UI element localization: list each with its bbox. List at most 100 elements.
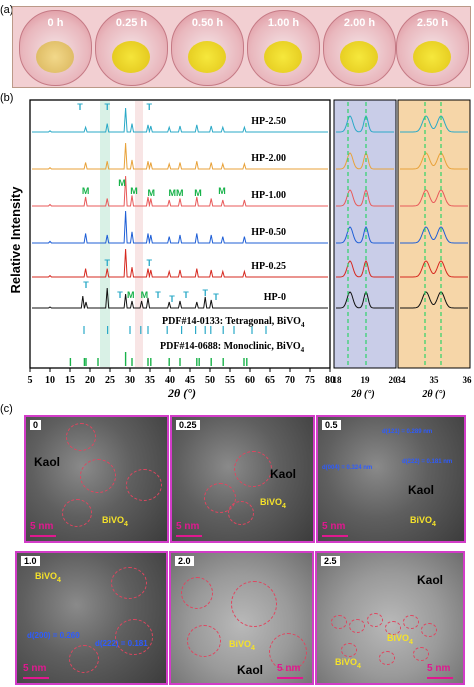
dish-label: 0.50 h	[191, 17, 224, 29]
particle-ring	[66, 423, 96, 451]
zoom-trace-HP-0	[336, 291, 394, 309]
tem-tile-1.0: 1.0 BiVO4 d(200) = 0.260 d(222) = 0.181 …	[15, 551, 168, 685]
x-tick-label: 55	[225, 375, 235, 386]
particle-ring	[126, 469, 162, 501]
lattice-spacing: d(222) = 0.181 nm	[402, 459, 453, 465]
phase-marker: M	[147, 188, 155, 198]
kaol-label: Kaol	[237, 663, 264, 677]
zoom-tick-label: 36	[463, 375, 473, 385]
scale-label: 5 nm	[427, 663, 451, 674]
powder-sample	[340, 41, 378, 73]
phase-marker: T	[104, 102, 110, 112]
dish-label: 0 h	[47, 17, 64, 29]
zoom-panel-2	[397, 99, 471, 369]
zoom1-ticks: 18 19 20	[333, 375, 399, 385]
x-tick-label: 70	[285, 375, 295, 386]
tile-tag: 0	[30, 420, 42, 430]
dish-label: 2.00 h	[343, 17, 376, 29]
particle-ring	[349, 619, 365, 633]
x-tick-label: 15	[65, 375, 75, 386]
bivo4-label: BiVO4	[102, 515, 128, 528]
dish-label: 2.50 h	[416, 17, 449, 29]
bivo4-label: BiVO4	[35, 571, 61, 584]
phase-marker: T	[202, 288, 208, 298]
dish-0.25h: 0.25 h	[95, 10, 168, 86]
zoom-trace-HP-1.00	[400, 189, 468, 207]
x-axis-label-zoom1: 2θ (°)	[350, 389, 374, 400]
x-tick-label: 50	[205, 375, 215, 386]
zoom-tick-label: 20	[389, 375, 399, 385]
phase-marker: T	[117, 290, 123, 300]
particle-ring	[111, 567, 147, 599]
series-label: HP-1.00	[251, 190, 286, 201]
bivo4-label: BiVO4	[229, 639, 255, 652]
lattice-spacing: d(004) = 0.324 nm	[322, 465, 373, 471]
x-tick-label: 10	[45, 375, 55, 386]
photo-strip: 0 h 0.25 h 0.50 h 1.00 h 2.00 h 2.50 h	[12, 6, 471, 88]
series-label: HP-0.50	[251, 227, 286, 238]
particle-ring	[379, 651, 395, 665]
zoom-tick-label: 19	[361, 375, 371, 385]
phase-marker: M	[130, 186, 138, 196]
scale-label: 5 nm	[322, 521, 346, 532]
phase-marker: M	[194, 188, 202, 198]
scale-label: 5 nm	[30, 521, 54, 532]
zoom2-ticks: 34 35 36	[397, 375, 473, 385]
phase-marker: T	[183, 290, 189, 300]
dish-0h: 0 h	[19, 10, 92, 86]
xrd-trace-HP-1.00	[32, 175, 328, 207]
reference-tetragonal-label: PDF#14-0133: Tetragonal, BiVO4	[162, 316, 305, 329]
tile-tag: 0.5	[322, 420, 341, 430]
zoom-trace-HP-1.00	[336, 189, 394, 207]
highlight-band-green	[100, 101, 110, 367]
tem-tile-2.5: 2.5 Kaol BiVO4 BiVO4 5 nm	[315, 551, 465, 685]
x-tick-label: 30	[125, 375, 135, 386]
tem-tile-0: 0 Kaol BiVO4 5 nm	[24, 415, 169, 543]
dish-0.50h: 0.50 h	[171, 10, 244, 86]
x-tick-label: 65	[265, 375, 275, 386]
scale-label: 5 nm	[277, 663, 301, 674]
zoom-trace-HP-2.00	[336, 152, 394, 170]
phase-marker: T	[155, 290, 161, 300]
phase-marker: T	[104, 258, 110, 268]
kaol-label: Kaol	[270, 467, 297, 481]
phase-marker: T	[77, 102, 83, 112]
reference-monoclinic-label: PDF#14-0688: Monoclinic, BiVO4	[160, 341, 305, 354]
scale-bar	[427, 677, 453, 679]
zoom1-traces	[336, 115, 394, 309]
scale-bar	[30, 535, 56, 537]
x-tick-label: 75	[305, 375, 315, 386]
particle-ring	[115, 619, 153, 655]
powder-sample	[112, 41, 150, 73]
kaol-label: Kaol	[417, 573, 444, 587]
xrd-trace-HP-0.25	[32, 248, 328, 278]
x-tick-label: 20	[85, 375, 95, 386]
dish-2.00h: 2.00 h	[323, 10, 396, 86]
bivo4-label: BiVO4	[387, 633, 413, 646]
x-tick-label: 45	[185, 375, 195, 386]
x-tick-label: 40	[165, 375, 175, 386]
phase-marker: M	[118, 178, 126, 188]
zoom-trace-HP-0.50	[400, 226, 468, 244]
phase-marker: M	[82, 186, 90, 196]
lattice-spacing: d(222) = 0.181	[95, 639, 148, 648]
main-plot-frame	[29, 99, 331, 369]
zoom-trace-HP-2.50	[400, 115, 468, 133]
dish-1.00h: 1.00 h	[247, 10, 320, 86]
phase-marker: M	[141, 290, 149, 300]
lattice-spacing: d(200) = 0.260	[27, 631, 80, 640]
lattice-spacing: d(121) = 0.289 nm	[382, 429, 433, 435]
main-labels: HP-2.50 HP-2.00 HP-1.00 HP-0.50 HP-0.25 HP-0 T…	[77, 102, 286, 304]
zoom-tick-label: 18	[333, 375, 343, 385]
powder-sample	[36, 41, 74, 73]
series-label: HP-2.50	[251, 116, 286, 127]
particle-ring	[421, 623, 437, 637]
particle-ring	[234, 451, 272, 487]
series-label: HP-0.25	[251, 261, 286, 272]
particle-ring	[69, 645, 99, 673]
zoom-trace-HP-2.50	[336, 115, 394, 133]
particle-ring	[403, 615, 419, 629]
tile-tag: 2.5	[321, 556, 340, 566]
particle-ring	[228, 501, 254, 525]
scale-bar	[277, 677, 303, 679]
